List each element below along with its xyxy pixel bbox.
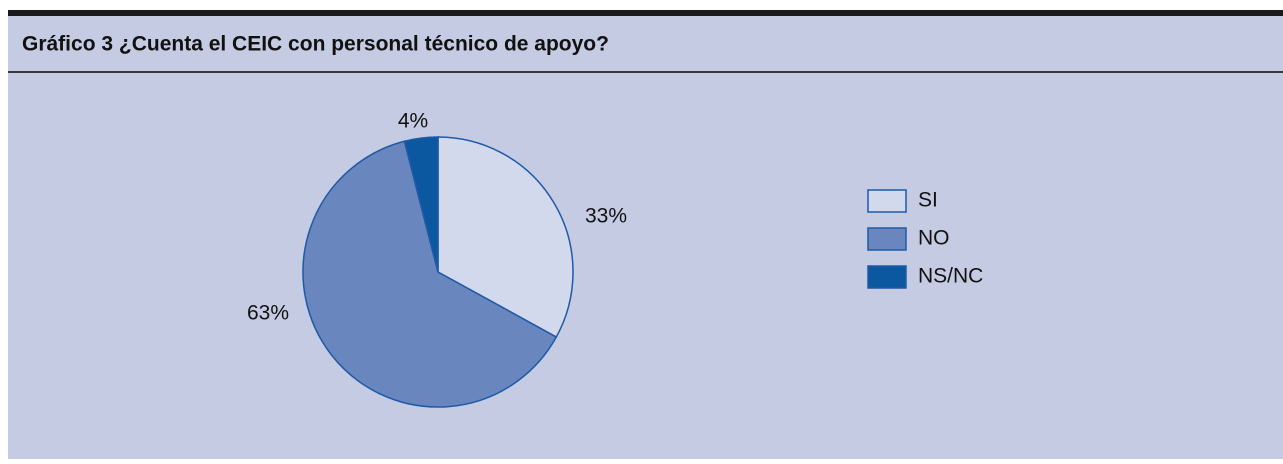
pie-slice xyxy=(302,140,558,408)
legend-swatch xyxy=(867,227,907,251)
data-label: 4% xyxy=(398,110,428,133)
panel xyxy=(8,10,1283,459)
data-label: 33% xyxy=(585,205,627,228)
legend-label: SI xyxy=(918,189,938,212)
header-rule xyxy=(8,71,1283,73)
pie-slice xyxy=(403,136,439,273)
legend-swatch xyxy=(867,265,907,289)
legend-swatch xyxy=(867,189,907,213)
pie-slice xyxy=(437,136,574,339)
legend-label: NO xyxy=(918,227,950,250)
chart-title: Gráfico 3 ¿Cuenta el CEIC con personal t… xyxy=(22,33,609,56)
data-label: 63% xyxy=(247,302,289,325)
legend-label: NS/NC xyxy=(918,265,983,288)
top-rule xyxy=(8,10,1283,16)
